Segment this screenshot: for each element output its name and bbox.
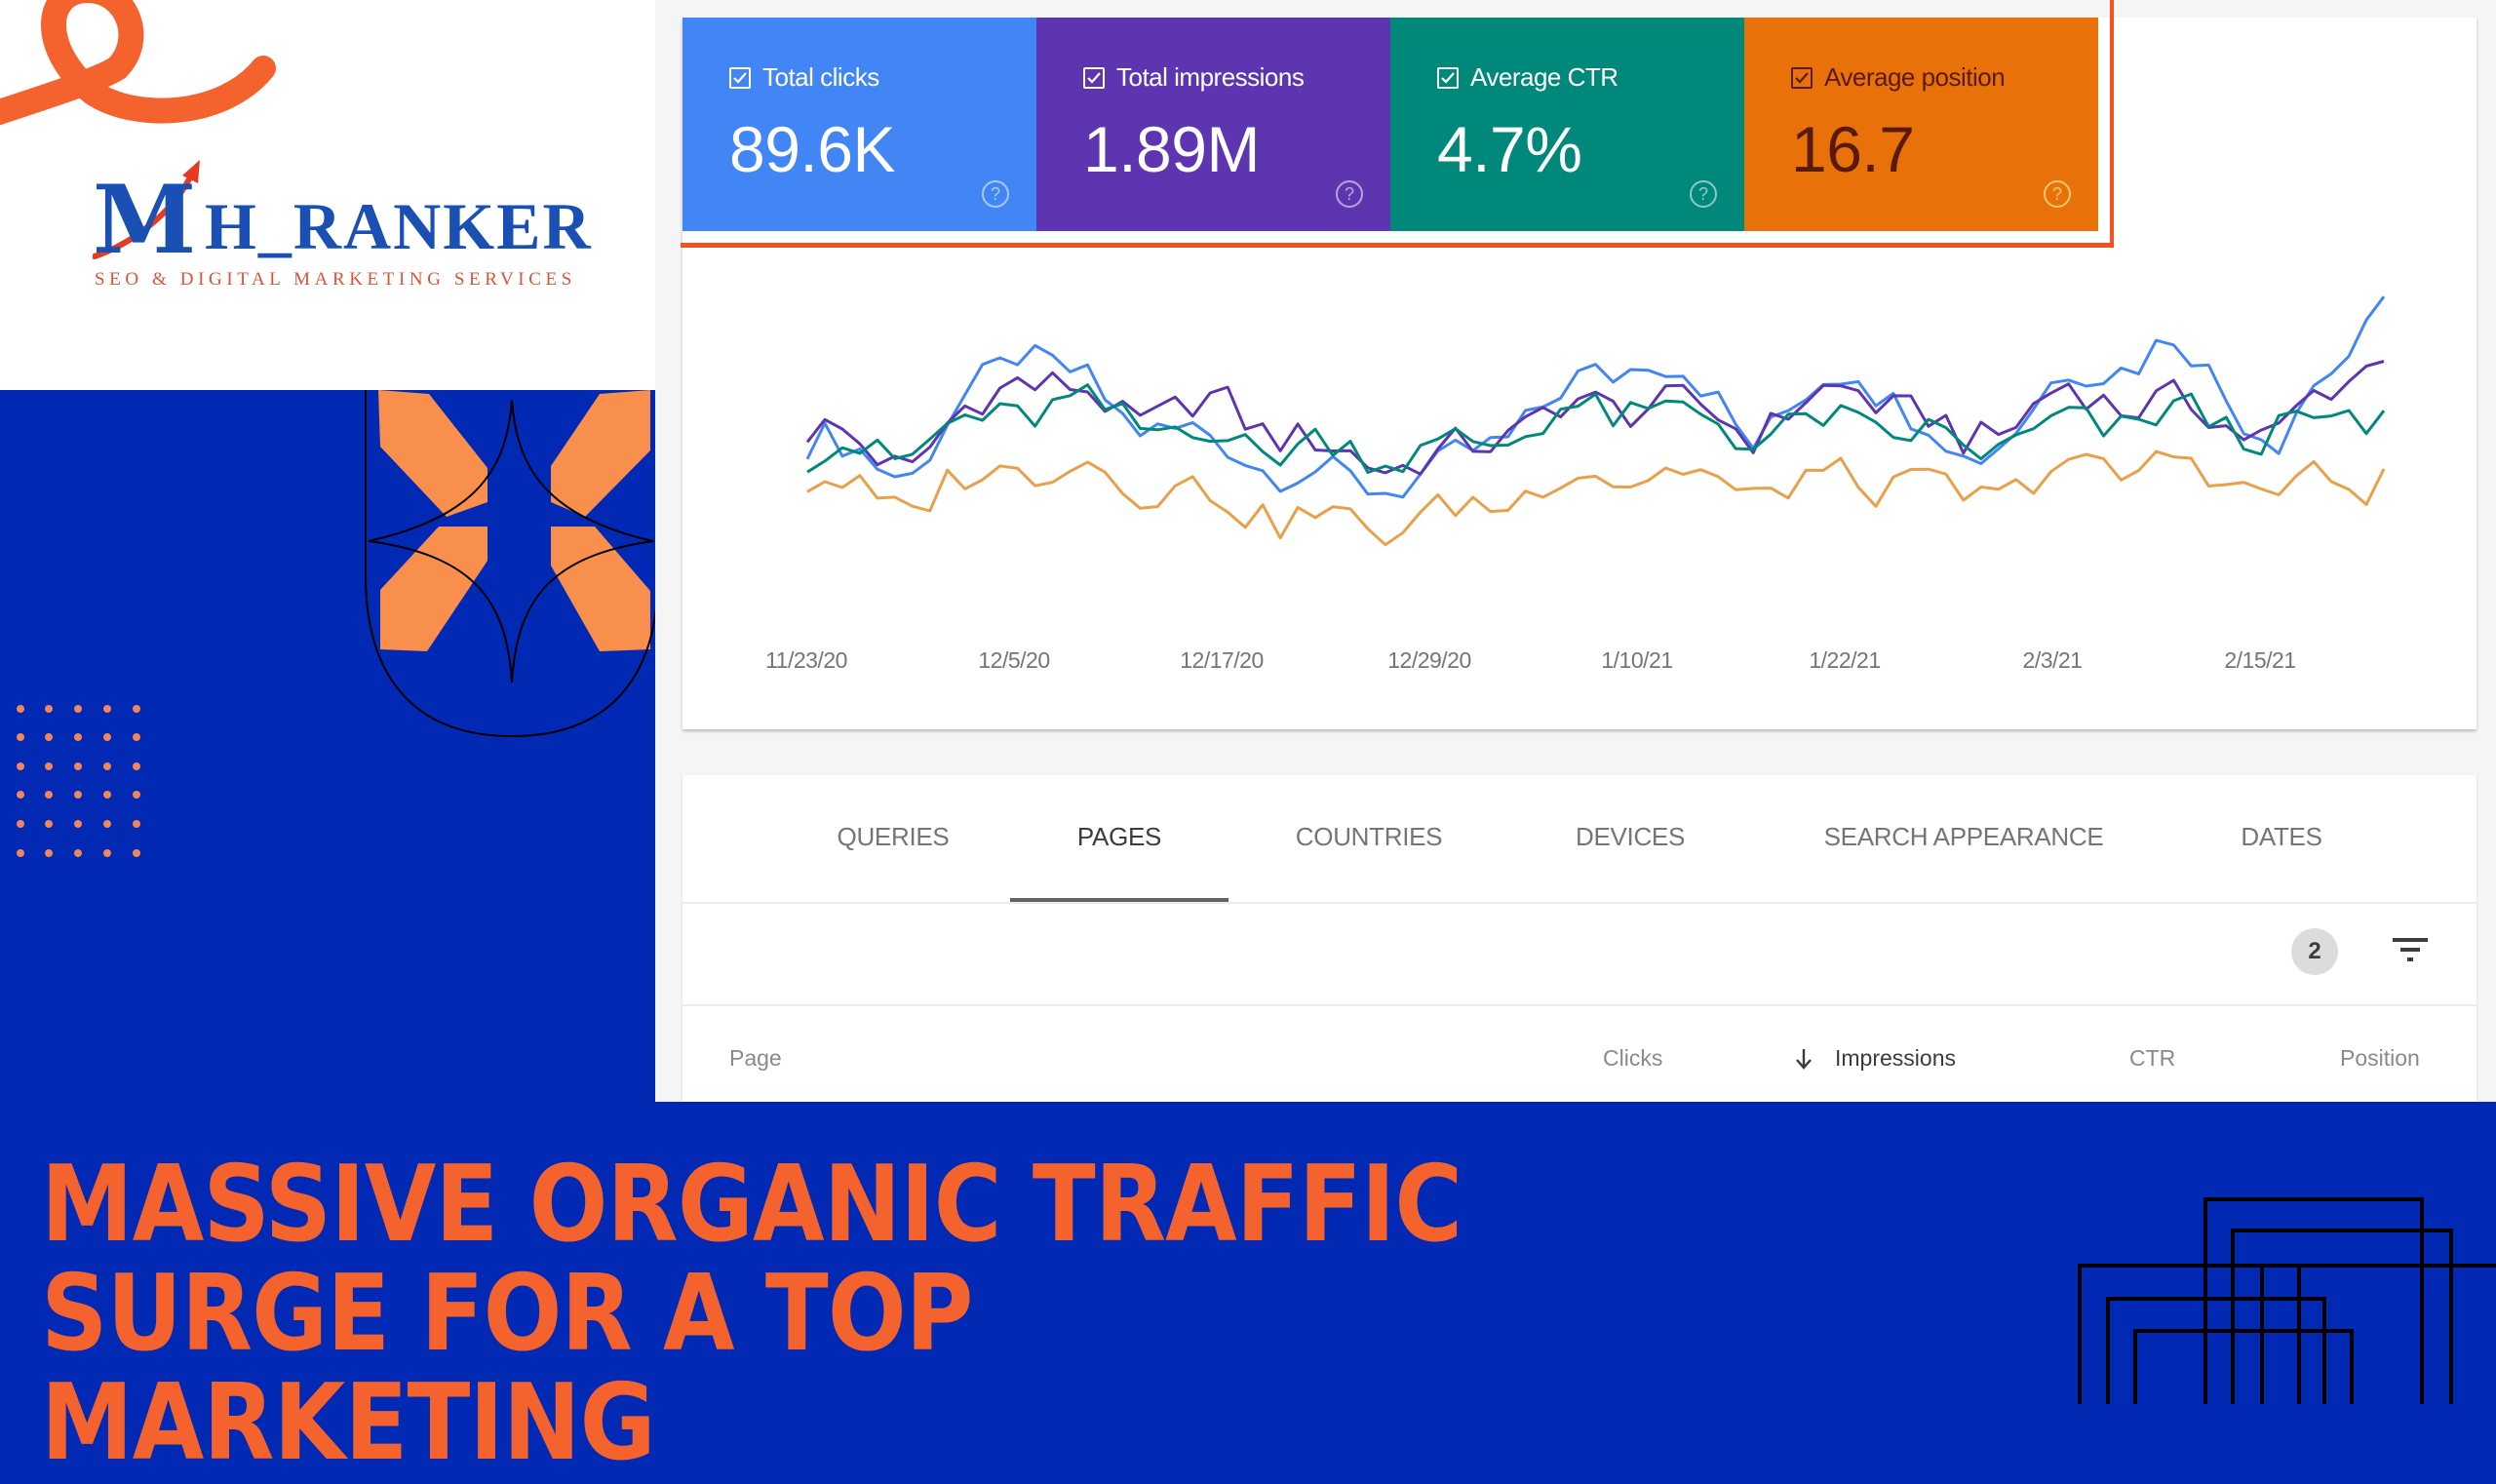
filter-icon[interactable] xyxy=(2391,932,2430,967)
x-axis-tick-label: 12/29/20 xyxy=(1387,647,1471,673)
metric-value: 89.6K xyxy=(729,113,895,185)
logo-wordmark: H_RANKER xyxy=(205,189,593,263)
toolbar-divider xyxy=(682,1004,2476,1006)
tab-queries[interactable]: QUERIES xyxy=(837,822,950,851)
x-axis-tick-label: 1/10/21 xyxy=(1601,647,1673,673)
headline-line-2: SURGE FOR A TOP MARKETING xyxy=(41,1253,973,1484)
logo-tagline: SEO & DIGITAL MARKETING SERVICES xyxy=(95,269,576,290)
headline-line-1: MASSIVE ORGANIC TRAFFIC xyxy=(41,1144,1462,1266)
column-header-position[interactable]: Position xyxy=(2340,1045,2420,1071)
checkbox-checked-icon[interactable] xyxy=(1791,66,1813,89)
help-circle-icon[interactable]: ? xyxy=(982,180,1009,208)
dot-grid-decoration xyxy=(17,705,140,857)
column-header-page[interactable]: Page xyxy=(729,1045,782,1071)
series-line-total-impressions xyxy=(805,360,2385,476)
overlapping-squares-decoration xyxy=(2078,1197,2496,1404)
column-header-clicks[interactable]: Clicks xyxy=(1603,1045,1663,1071)
tab-countries[interactable]: COUNTRIES xyxy=(1295,822,1443,851)
metric-card-average-ctr[interactable]: Average CTR 4.7% ? xyxy=(1390,18,1744,231)
x-axis-tick-label: 2/15/21 xyxy=(2224,647,2296,673)
tab-dates[interactable]: DATES xyxy=(2241,822,2322,851)
x-axis-tick-label: 12/5/20 xyxy=(978,647,1050,673)
series-line-average-ctr xyxy=(806,383,2386,474)
metric-value: 16.7 xyxy=(1791,113,1915,185)
metric-label: Total impressions xyxy=(1116,62,1305,92)
active-tab-indicator xyxy=(1010,898,1228,902)
tab-devices[interactable]: DEVICES xyxy=(1575,822,1686,851)
metric-card-total-impressions[interactable]: Total impressions 1.89M ? xyxy=(1036,18,1390,231)
logo-letter-m: M xyxy=(93,165,196,275)
x-axis-tick-label: 12/17/20 xyxy=(1180,647,1264,673)
help-circle-icon[interactable]: ? xyxy=(1690,180,1717,208)
dimensions-table-card xyxy=(682,775,2476,1102)
active-filters-badge[interactable]: 2 xyxy=(2291,928,2338,975)
series-line-total-clicks xyxy=(805,295,2386,499)
metric-value: 1.89M xyxy=(1083,113,1260,185)
brand-logo: M H_RANKER SEO & DIGITAL MARKETING SERVI… xyxy=(93,156,591,293)
sort-descending-arrow-icon xyxy=(1796,1049,1812,1070)
help-circle-icon[interactable]: ? xyxy=(2044,180,2071,208)
checkbox-checked-icon[interactable] xyxy=(1437,66,1459,89)
help-circle-icon[interactable]: ? xyxy=(1336,180,1363,208)
x-axis-tick-label: 1/22/21 xyxy=(1809,647,1881,673)
checkbox-checked-icon[interactable] xyxy=(1083,66,1105,89)
metric-card-total-clicks[interactable]: Total clicks 89.6K ? xyxy=(682,18,1036,231)
checkbox-checked-icon[interactable] xyxy=(729,66,751,89)
growth-arrow-icon xyxy=(93,160,200,259)
tabs-divider xyxy=(682,902,2476,904)
column-header-ctr[interactable]: CTR xyxy=(2129,1045,2176,1071)
column-header-impressions[interactable]: Impressions xyxy=(1835,1045,1956,1071)
performance-line-chart xyxy=(805,295,2386,547)
metric-value: 4.7% xyxy=(1437,113,1582,185)
metric-label: Total clicks xyxy=(762,62,879,92)
headline: MASSIVE ORGANIC TRAFFIC SURGE FOR A TOP … xyxy=(41,1151,1500,1478)
metric-label: Average position xyxy=(1824,62,2006,92)
series-line-average-position xyxy=(806,449,2386,547)
metric-card-average-position[interactable]: Average position 16.7 ? xyxy=(1744,18,2098,231)
geometric-star-decoration xyxy=(365,390,658,738)
x-axis-tick-label: 11/23/20 xyxy=(765,647,847,673)
metric-label: Average CTR xyxy=(1470,62,1618,92)
x-axis-tick-label: 2/3/21 xyxy=(2022,647,2083,673)
tab-search-appearance[interactable]: SEARCH APPEARANCE xyxy=(1823,822,2104,851)
tab-pages[interactable]: PAGES xyxy=(1076,822,1162,851)
metrics-highlight-box xyxy=(681,0,2114,248)
orange-swirl-decoration xyxy=(0,0,276,126)
